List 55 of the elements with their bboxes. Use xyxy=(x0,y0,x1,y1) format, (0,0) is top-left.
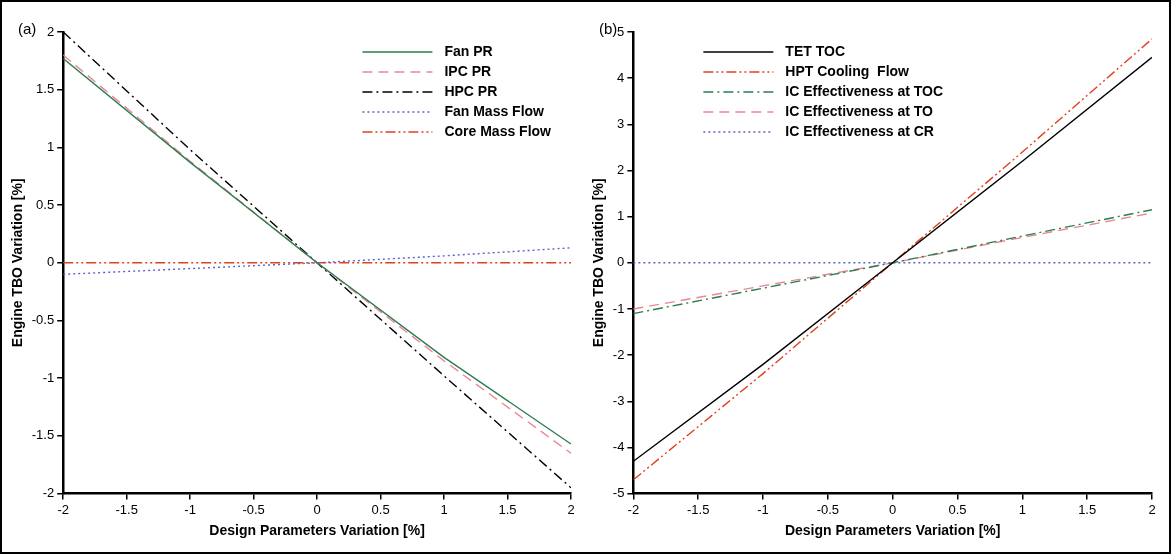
x-tick-label: -1 xyxy=(184,501,196,517)
line-series xyxy=(63,247,571,276)
x-axis-title: Design Parameters Variation [%] xyxy=(209,522,425,539)
y-tick-label: -1 xyxy=(42,369,55,385)
y-axis-title: Engine TBO Variation [%] xyxy=(590,178,607,348)
y-tick-label: 2 xyxy=(617,162,625,178)
y-tick-label: 0 xyxy=(46,254,55,270)
legend-label: Fan Mass Flow xyxy=(444,102,545,119)
legend-label: Core Mass Flow xyxy=(444,122,552,139)
y-tick-label: 2 xyxy=(46,23,55,39)
x-tick-label: -1 xyxy=(757,501,769,517)
x-tick-label: 2 xyxy=(567,501,575,517)
y-tick-label: -2 xyxy=(42,485,55,501)
x-tick-label: 0 xyxy=(313,501,321,517)
y-tick-label: 1.5 xyxy=(36,81,55,97)
y-tick-label: 5 xyxy=(617,23,625,39)
legend-label: HPT Cooling Flow xyxy=(785,62,910,79)
y-tick-label: 0.5 xyxy=(36,196,55,212)
x-tick-label: 1 xyxy=(440,501,448,517)
x-tick-label: -2 xyxy=(627,501,640,517)
x-tick-label: 2 xyxy=(1148,501,1156,517)
y-tick-label: 0 xyxy=(617,254,625,270)
legend-label: IPC PR xyxy=(444,62,492,79)
x-tick-label: 0.5 xyxy=(948,501,967,517)
legend-label: IC Effectiveness at CR xyxy=(785,122,934,139)
x-axis-title: Design Parameters Variation [%] xyxy=(784,522,1001,539)
x-tick-label: -0.5 xyxy=(816,501,840,517)
x-tick-label: 0 xyxy=(889,501,897,517)
y-tick-label: 3 xyxy=(617,115,625,131)
x-tick-label: -2 xyxy=(57,501,69,517)
y-axis-title: Engine TBO Variation [%] xyxy=(9,178,26,348)
legend-label: TET TOC xyxy=(785,42,845,59)
text: (b) xyxy=(599,20,618,38)
y-tick-label: -2 xyxy=(612,346,625,362)
y-tick-label: -3 xyxy=(612,392,625,408)
y-tick-label: -4 xyxy=(612,439,625,455)
text: (a) xyxy=(18,20,37,38)
y-tick-label: -1 xyxy=(612,300,625,316)
y-tick-label: 1 xyxy=(617,208,625,224)
x-tick-label: 0.5 xyxy=(371,501,390,517)
legend-label: IC Effectiveness at TO xyxy=(785,102,934,119)
legend-label: IC Effectiveness at TOC xyxy=(785,82,944,99)
legend-label: HPC PR xyxy=(444,82,498,99)
y-tick-label: 4 xyxy=(617,69,625,85)
x-tick-label: -1.5 xyxy=(686,501,710,517)
y-tick-label: -5 xyxy=(612,485,625,501)
legend-label: Fan PR xyxy=(444,42,493,59)
x-tick-label: 1.5 xyxy=(1078,501,1097,517)
y-tick-label: -0.5 xyxy=(31,312,55,328)
y-tick-label: -1.5 xyxy=(31,427,55,443)
x-tick-label: 1 xyxy=(1018,501,1026,517)
y-tick-label: 1 xyxy=(46,138,55,154)
x-tick-label: 1.5 xyxy=(498,501,517,517)
x-tick-label: -1.5 xyxy=(115,501,138,517)
x-tick-label: -0.5 xyxy=(242,501,265,517)
